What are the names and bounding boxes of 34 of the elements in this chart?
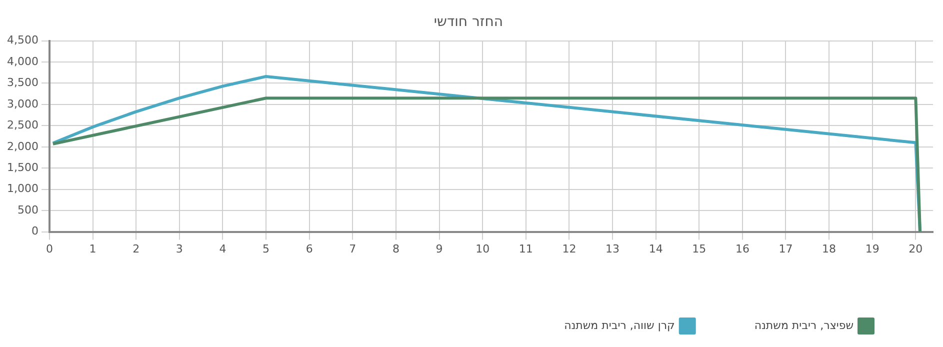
y-tick-label: 2,000	[6, 140, 38, 153]
y-tick-label: 500	[17, 203, 38, 216]
y-tick-label: 2,500	[6, 118, 38, 132]
x-tick-label: 9	[436, 242, 443, 256]
x-tick-label: 8	[392, 242, 400, 256]
x-tick-label: 0	[46, 242, 53, 256]
x-tick-label: 4	[219, 242, 226, 256]
x-tick-label: 12	[562, 242, 576, 256]
x-tick-label: 7	[349, 242, 356, 256]
y-tick-label: 3,000	[6, 97, 38, 110]
x-tick-label: 2	[132, 242, 140, 256]
x-tick-label: 20	[908, 242, 923, 256]
x-tick-label: 19	[865, 242, 880, 256]
x-tick-label: 6	[306, 242, 313, 256]
x-tick-label: 14	[648, 242, 663, 256]
x-tick-label: 1	[89, 242, 96, 256]
x-tick-label: 16	[735, 242, 750, 256]
y-tick-label: 3,500	[6, 76, 38, 90]
x-tick-label: 18	[822, 242, 836, 256]
x-tick-label: 17	[778, 242, 793, 256]
y-tick-label: 1,500	[6, 160, 38, 174]
legend-label: קרן שווה, ריבית משתנה	[564, 318, 675, 332]
y-tick-label: 1,000	[6, 182, 38, 196]
x-tick-label: 10	[476, 242, 490, 256]
x-tick-label: 15	[692, 242, 706, 256]
x-tick-label: 13	[606, 242, 620, 256]
x-tick-label: 11	[518, 242, 533, 256]
x-tick-label: 5	[262, 242, 270, 256]
y-tick-label: 4,500	[6, 34, 38, 47]
y-tick-label: 0	[31, 224, 38, 238]
chart-title: החזר חודשי	[434, 14, 504, 30]
legend-label: שפיצר, ריבית משתנה	[754, 318, 854, 332]
y-tick-label: 4,000	[6, 54, 38, 68]
x-tick-label: 3	[176, 242, 183, 256]
